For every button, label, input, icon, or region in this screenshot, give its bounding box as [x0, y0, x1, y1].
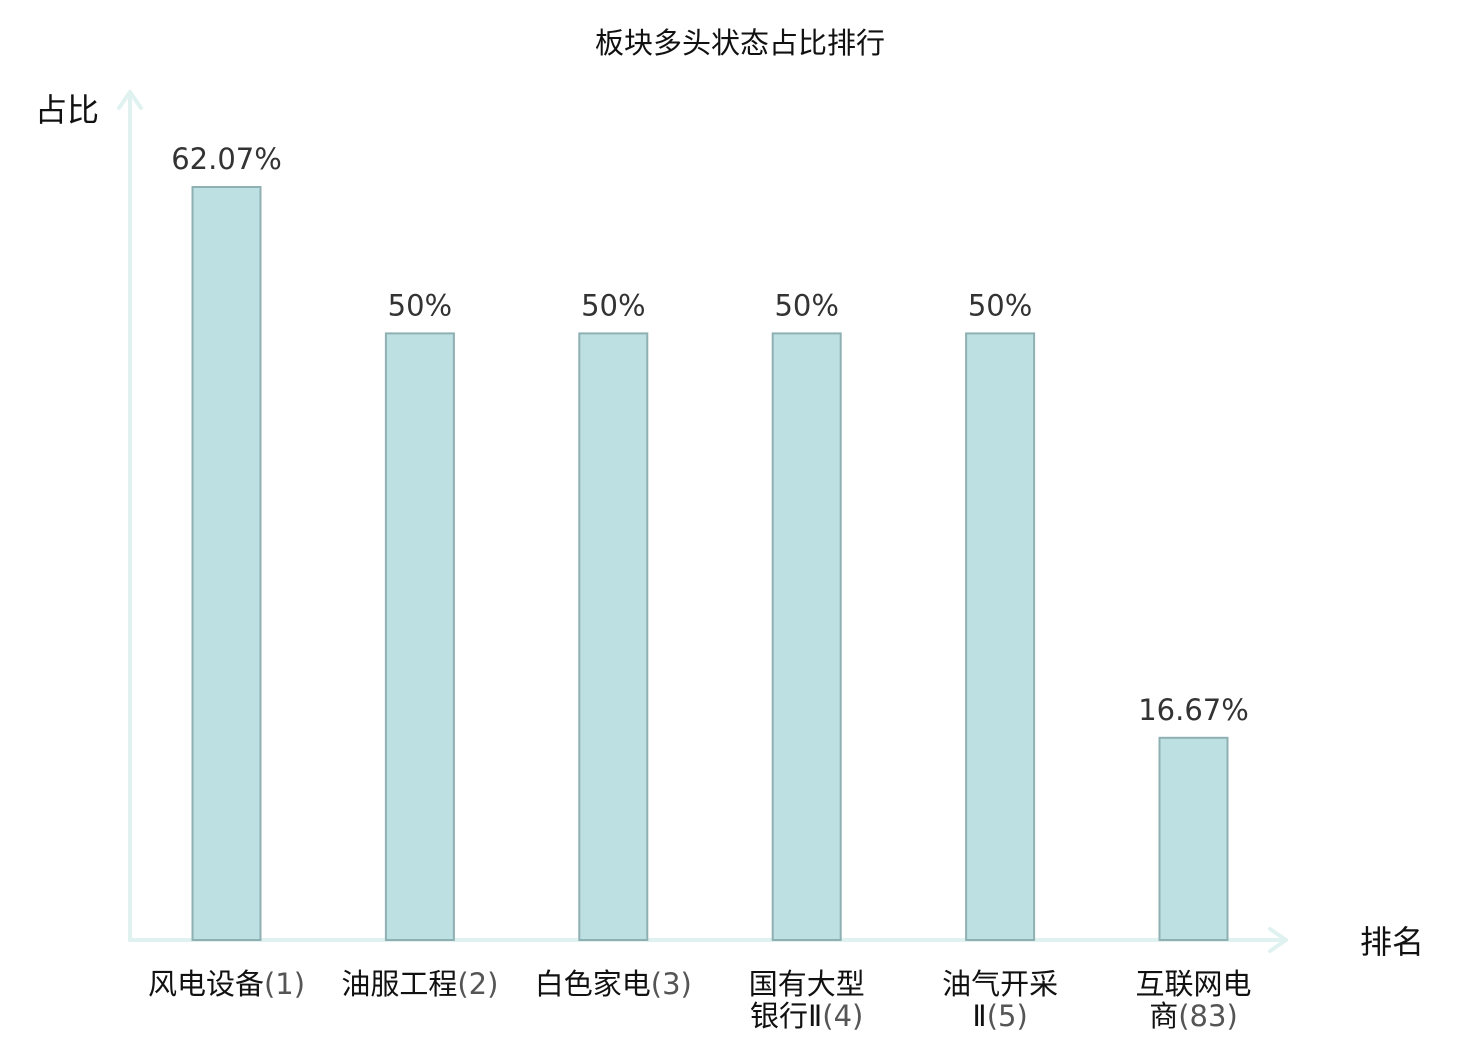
category-name: 商 — [1149, 999, 1178, 1033]
category-name: 白色家电 — [535, 967, 651, 1001]
bar-2 — [384, 332, 455, 941]
value-label-1: 62.07% — [171, 142, 282, 176]
value-label-3: 50% — [581, 288, 645, 322]
category-name: Ⅱ — [972, 999, 986, 1033]
category-name: 风电设备 — [148, 967, 264, 1001]
category-name: 互联网电 — [1135, 967, 1251, 1001]
category-label-3: 白色家电(3) — [535, 967, 692, 1001]
value-labels: 62.07% 50% 50% 50% 50% 16.67% — [171, 142, 1249, 727]
x-axis-label: 排名 — [1360, 923, 1424, 961]
y-axis-arrow — [117, 90, 143, 110]
bar-1 — [191, 186, 262, 941]
category-rank: (4) — [822, 999, 863, 1033]
category-name: 银行Ⅱ — [750, 999, 822, 1033]
value-label-4: 50% — [774, 288, 838, 322]
category-rank: (5) — [987, 999, 1028, 1033]
category-label-6-line-1: 互联网电 — [1135, 967, 1251, 1001]
category-rank: (2) — [457, 967, 498, 1001]
y-axis-label: 占比 — [35, 91, 99, 129]
category-name: 油气开采 — [942, 967, 1058, 1001]
bars — [191, 186, 1229, 941]
category-rank: (3) — [651, 967, 692, 1001]
category-rank: (83) — [1178, 999, 1238, 1033]
value-label-6: 16.67% — [1138, 693, 1249, 727]
bar-5 — [965, 332, 1036, 941]
category-label-6-line-2: 商(83) — [1149, 999, 1238, 1033]
category-label-4-line-1: 国有大型 — [749, 967, 865, 1001]
x-axis-arrow — [1268, 927, 1288, 953]
bar-6 — [1158, 736, 1229, 941]
category-label-4-line-2: 银行Ⅱ(4) — [750, 999, 863, 1033]
category-rank: (1) — [264, 967, 305, 1001]
axes — [117, 90, 1288, 953]
category-label-5-line-2: Ⅱ(5) — [972, 999, 1027, 1033]
category-label-1: 风电设备(1) — [148, 967, 305, 1001]
category-name: 国有大型 — [749, 967, 865, 1001]
value-label-5: 50% — [968, 288, 1032, 322]
bar-3 — [578, 332, 649, 941]
category-label-2: 油服工程(2) — [341, 967, 498, 1001]
chart-title: 板块多头状态占比排行 — [595, 26, 885, 60]
category-label-5-line-1: 油气开采 — [942, 967, 1058, 1001]
value-label-2: 50% — [388, 288, 452, 322]
category-name: 油服工程 — [341, 967, 457, 1001]
bar-4 — [771, 332, 842, 941]
